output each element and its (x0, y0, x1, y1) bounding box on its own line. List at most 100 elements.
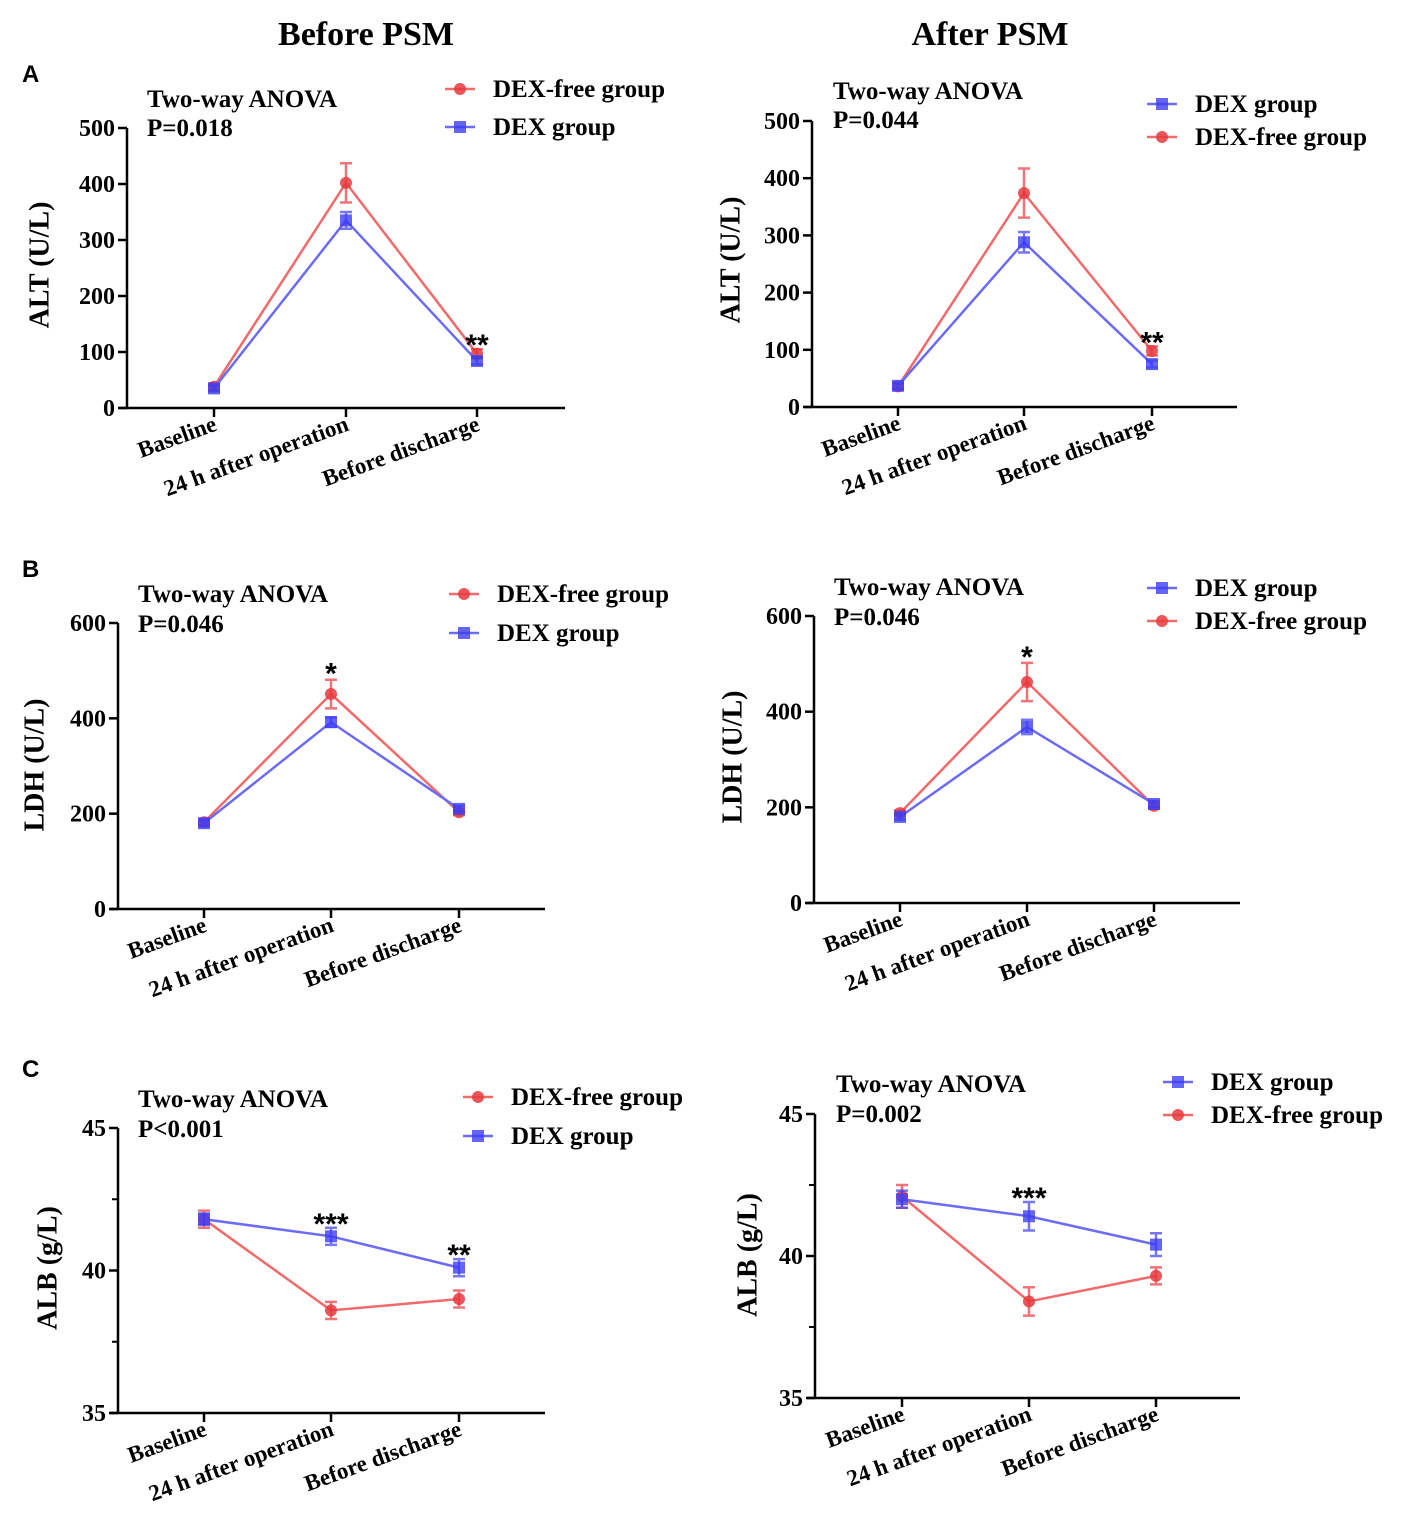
y-tick-label: 0 (790, 891, 802, 917)
panel-letter-b: B (22, 556, 39, 583)
series-dex-free (198, 678, 465, 829)
legend-label: DEX group (511, 1123, 634, 1150)
legend-label: DEX-free group (1211, 1102, 1383, 1129)
y-tick-label: 500 (764, 109, 800, 135)
legend-square-icon (1156, 98, 1168, 110)
series-dex (892, 230, 1158, 392)
y-axis-label: ALB (g/L) (732, 1193, 763, 1317)
series-dex (208, 210, 483, 395)
y-tick-label: 40 (779, 1244, 803, 1270)
y-tick-label: 100 (79, 340, 115, 366)
significance-marker: ** (465, 329, 489, 362)
y-tick-label: 400 (79, 172, 115, 198)
legend-square-icon (1156, 582, 1168, 594)
anova-label: Two-way ANOVA (147, 86, 337, 113)
y-tick-label: 600 (766, 604, 802, 630)
data-point (1148, 797, 1160, 810)
data-point (894, 810, 906, 823)
significance-marker: ** (447, 1239, 471, 1272)
data-point (453, 1261, 465, 1274)
data-point (1018, 236, 1030, 249)
data-point (325, 1230, 337, 1243)
p-value: P=0.046 (834, 604, 920, 631)
legend-circle-icon (1156, 131, 1168, 143)
series-line (899, 725, 1155, 818)
data-point (453, 802, 465, 815)
legend-item: DEX group (463, 1123, 634, 1150)
legend-label: DEX-free group (511, 1084, 683, 1111)
column-title-after: After PSM (911, 16, 1068, 53)
series-dex (894, 718, 1160, 823)
legend-item: DEX-free group (445, 76, 665, 103)
p-value: P=0.046 (138, 611, 224, 638)
legend-item: DEX group (1147, 91, 1318, 118)
x-tick-label: Baseline (822, 1401, 907, 1452)
y-tick-label: 200 (79, 284, 115, 310)
legend-label: DEX group (1195, 575, 1318, 602)
p-value: P<0.001 (138, 1116, 224, 1143)
y-axis-label: ALB (g/L) (32, 1206, 63, 1330)
data-point (198, 1213, 210, 1226)
y-tick-label: 35 (82, 1401, 106, 1427)
legend-label: DEX group (493, 114, 616, 141)
legend-label: DEX group (1195, 91, 1318, 118)
y-tick-label: 300 (79, 228, 115, 254)
data-point (325, 1304, 337, 1317)
column-title-before: Before PSM (278, 16, 454, 53)
anova-label: Two-way ANOVA (834, 574, 1024, 601)
p-value: P=0.018 (147, 115, 233, 142)
legend-square-icon (454, 121, 466, 133)
anova-label: Two-way ANOVA (138, 581, 328, 608)
series-line (896, 190, 1153, 388)
series-dex-free (892, 167, 1158, 393)
legend-square-icon (458, 627, 470, 639)
y-tick-label: 45 (82, 1116, 106, 1142)
x-tick-label: Baseline (820, 906, 905, 957)
legend-item: DEX-free group (1147, 124, 1367, 151)
legend-item: DEX-free group (463, 1084, 683, 1111)
data-point (208, 382, 220, 395)
y-tick-label: 400 (766, 700, 802, 726)
x-tick-label: Baseline (134, 411, 219, 462)
data-point (1146, 344, 1158, 357)
y-tick-label: 100 (764, 338, 800, 364)
anova-label: Two-way ANOVA (836, 1071, 1026, 1098)
legend-item: DEX group (1147, 575, 1318, 602)
legend-item: DEX group (1163, 1069, 1334, 1096)
y-tick-label: 0 (788, 395, 800, 421)
series-dex (896, 1189, 1162, 1258)
y-tick-label: 400 (764, 166, 800, 192)
legend-circle-icon (458, 588, 470, 600)
legend-circle-icon (1172, 1109, 1184, 1121)
data-point (1023, 1210, 1035, 1223)
legend-label: DEX-free group (1195, 608, 1367, 635)
data-point (325, 716, 337, 729)
series-dex (198, 1212, 465, 1278)
legend-square-icon (472, 1130, 484, 1142)
x-tick-label: Baseline (124, 1416, 209, 1467)
significance-marker: *** (313, 1208, 348, 1241)
y-tick-label: 200 (70, 802, 106, 828)
legend-circle-icon (454, 83, 466, 95)
y-axis-label: LDH (U/L) (717, 691, 748, 824)
data-point (1146, 358, 1158, 371)
legend-square-icon (1172, 1076, 1184, 1088)
series-line (213, 218, 478, 390)
data-point (1018, 187, 1030, 200)
legend-label: DEX group (1211, 1069, 1334, 1096)
y-tick-label: 500 (79, 116, 115, 142)
legend-circle-icon (472, 1091, 484, 1103)
y-axis-label: ALT (U/L) (24, 202, 55, 329)
data-point (325, 688, 337, 701)
anova-label: Two-way ANOVA (833, 78, 1023, 105)
p-value: P=0.044 (833, 107, 919, 134)
data-point (453, 1293, 465, 1305)
panel-letter-a: A (22, 61, 39, 88)
